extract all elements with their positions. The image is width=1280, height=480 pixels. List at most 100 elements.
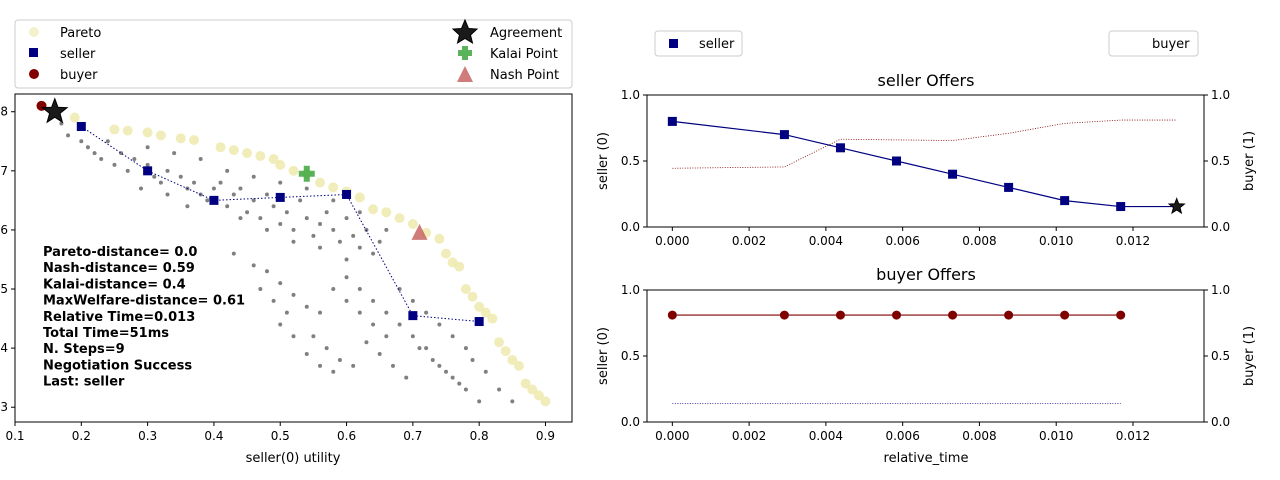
outcome-point [198, 157, 203, 162]
buyer-offers-x-axis-label: relative_time [884, 451, 969, 466]
outcome-point [165, 192, 170, 197]
outcome-point [444, 369, 449, 374]
outcome-point [497, 387, 502, 392]
outcome-point [430, 357, 435, 362]
seller-offers-title: seller Offers [878, 71, 975, 90]
x-tick-label: 0.008 [962, 234, 996, 248]
x-tick-label: 0.3 [138, 429, 157, 443]
buyer-offers-ticks: 0.000 0.002 0.004 0.006 0.008 0.010 0.012 0.0 0.… [621, 283, 1230, 443]
pareto-point [122, 125, 133, 136]
legend-seller-label: seller [60, 47, 96, 62]
x-tick-label: 0.006 [885, 429, 919, 443]
outcome-point [271, 204, 276, 209]
outcome-point [331, 227, 336, 232]
outcome-point [357, 310, 362, 315]
outcome-point [225, 168, 230, 173]
seller-offer-point [474, 317, 484, 327]
outcome-point [185, 204, 190, 209]
legend-buyer-offers-label: buyer [1152, 37, 1190, 52]
pareto-point [407, 219, 418, 230]
summary-line: Kalai-distance= 0.4 [43, 277, 186, 292]
buyer-offers-left-ylabel: seller (0) [596, 327, 611, 385]
outcome-point [278, 281, 283, 286]
summary-line: Last: seller [43, 375, 125, 390]
opponent-utility-line [672, 119, 1177, 169]
outcome-point [324, 346, 329, 351]
outcome-point [371, 298, 376, 303]
outcome-point [79, 139, 84, 144]
outcome-point [165, 168, 170, 173]
outcome-point [258, 216, 263, 221]
right-y-tick-label: 0.5 [1211, 349, 1230, 363]
buyer-offers-right-ylabel: buyer (1) [1242, 326, 1257, 386]
summary-line: Negotiation Success [43, 358, 192, 373]
outcome-point [337, 357, 342, 362]
pareto-point [189, 135, 200, 146]
pareto-point [368, 204, 379, 215]
seller-offer-point [76, 122, 86, 132]
outcome-point [238, 186, 243, 191]
y-tick-label: 1.0 [621, 88, 640, 102]
legend-kalai-marker [458, 46, 472, 60]
outcome-point [318, 310, 323, 315]
seller-offers-right-ylabel: buyer (1) [1242, 131, 1257, 191]
buyer-offers-plot: buyer Offers 0.000 0.002 0.004 0.006 0.008 0.… [596, 265, 1257, 466]
pareto-point [540, 396, 551, 407]
offer-point [779, 310, 789, 320]
outcome-point [264, 269, 269, 274]
x-tick-label: 0.008 [962, 429, 996, 443]
offer-point [1116, 202, 1126, 212]
outcome-point [271, 298, 276, 303]
y-tick-label: 8 [0, 105, 8, 119]
outcome-point [291, 227, 296, 232]
offer-point [1060, 196, 1070, 206]
agreement-point [41, 97, 69, 124]
offer-point [835, 143, 845, 153]
outcome-point [318, 363, 323, 368]
legend-agreement-label: Agreement [490, 26, 562, 41]
outcome-point [344, 298, 349, 303]
outcome-point [251, 174, 256, 179]
legend-pareto-marker [29, 27, 39, 37]
pareto-point [454, 261, 465, 272]
outcome-point [364, 340, 369, 345]
legend-nash-marker [457, 66, 473, 82]
pareto-point [434, 233, 445, 244]
pareto-point [275, 159, 286, 170]
outcome-point [172, 151, 177, 156]
outcome-point [483, 369, 488, 374]
x-tick-label: 0.012 [1116, 429, 1150, 443]
pareto-point [441, 248, 452, 259]
outcome-point [351, 363, 356, 368]
offer-point [835, 310, 845, 320]
outcome-point [437, 363, 442, 368]
pareto-point [487, 313, 498, 324]
outcome-point [470, 357, 475, 362]
seller-offer-point [275, 192, 285, 202]
outcome-point [264, 192, 269, 197]
outcome-point [357, 287, 362, 292]
outcome-point [397, 287, 402, 292]
outcome-point [304, 186, 309, 191]
offer-point [1060, 310, 1070, 320]
outcome-point [384, 227, 389, 232]
outcome-point [66, 133, 71, 138]
right-y-tick-label: 0.0 [1211, 415, 1230, 429]
outcome-point [251, 263, 256, 268]
outcome-point [231, 251, 236, 256]
pareto-point [507, 354, 518, 365]
pareto-point [142, 127, 153, 138]
outcome-point [337, 239, 342, 244]
offer-point [1004, 182, 1014, 192]
summary-line: Relative Time=0.013 [43, 310, 195, 325]
outcome-space-plot: 0.1 0.2 0.3 0.4 0.5 0.6 0.7 0.8 0.9 3 4 5 6 7 8 seller… [0, 93, 573, 466]
outcome-point [417, 346, 422, 351]
outcome-point [112, 162, 117, 167]
outcome-point [331, 287, 336, 292]
outcome-point [304, 352, 309, 357]
outcome-point [218, 180, 223, 185]
outcome-point [424, 346, 429, 351]
pareto-point [215, 142, 226, 153]
agreement-marker [1167, 197, 1186, 215]
pareto-point [354, 192, 365, 203]
